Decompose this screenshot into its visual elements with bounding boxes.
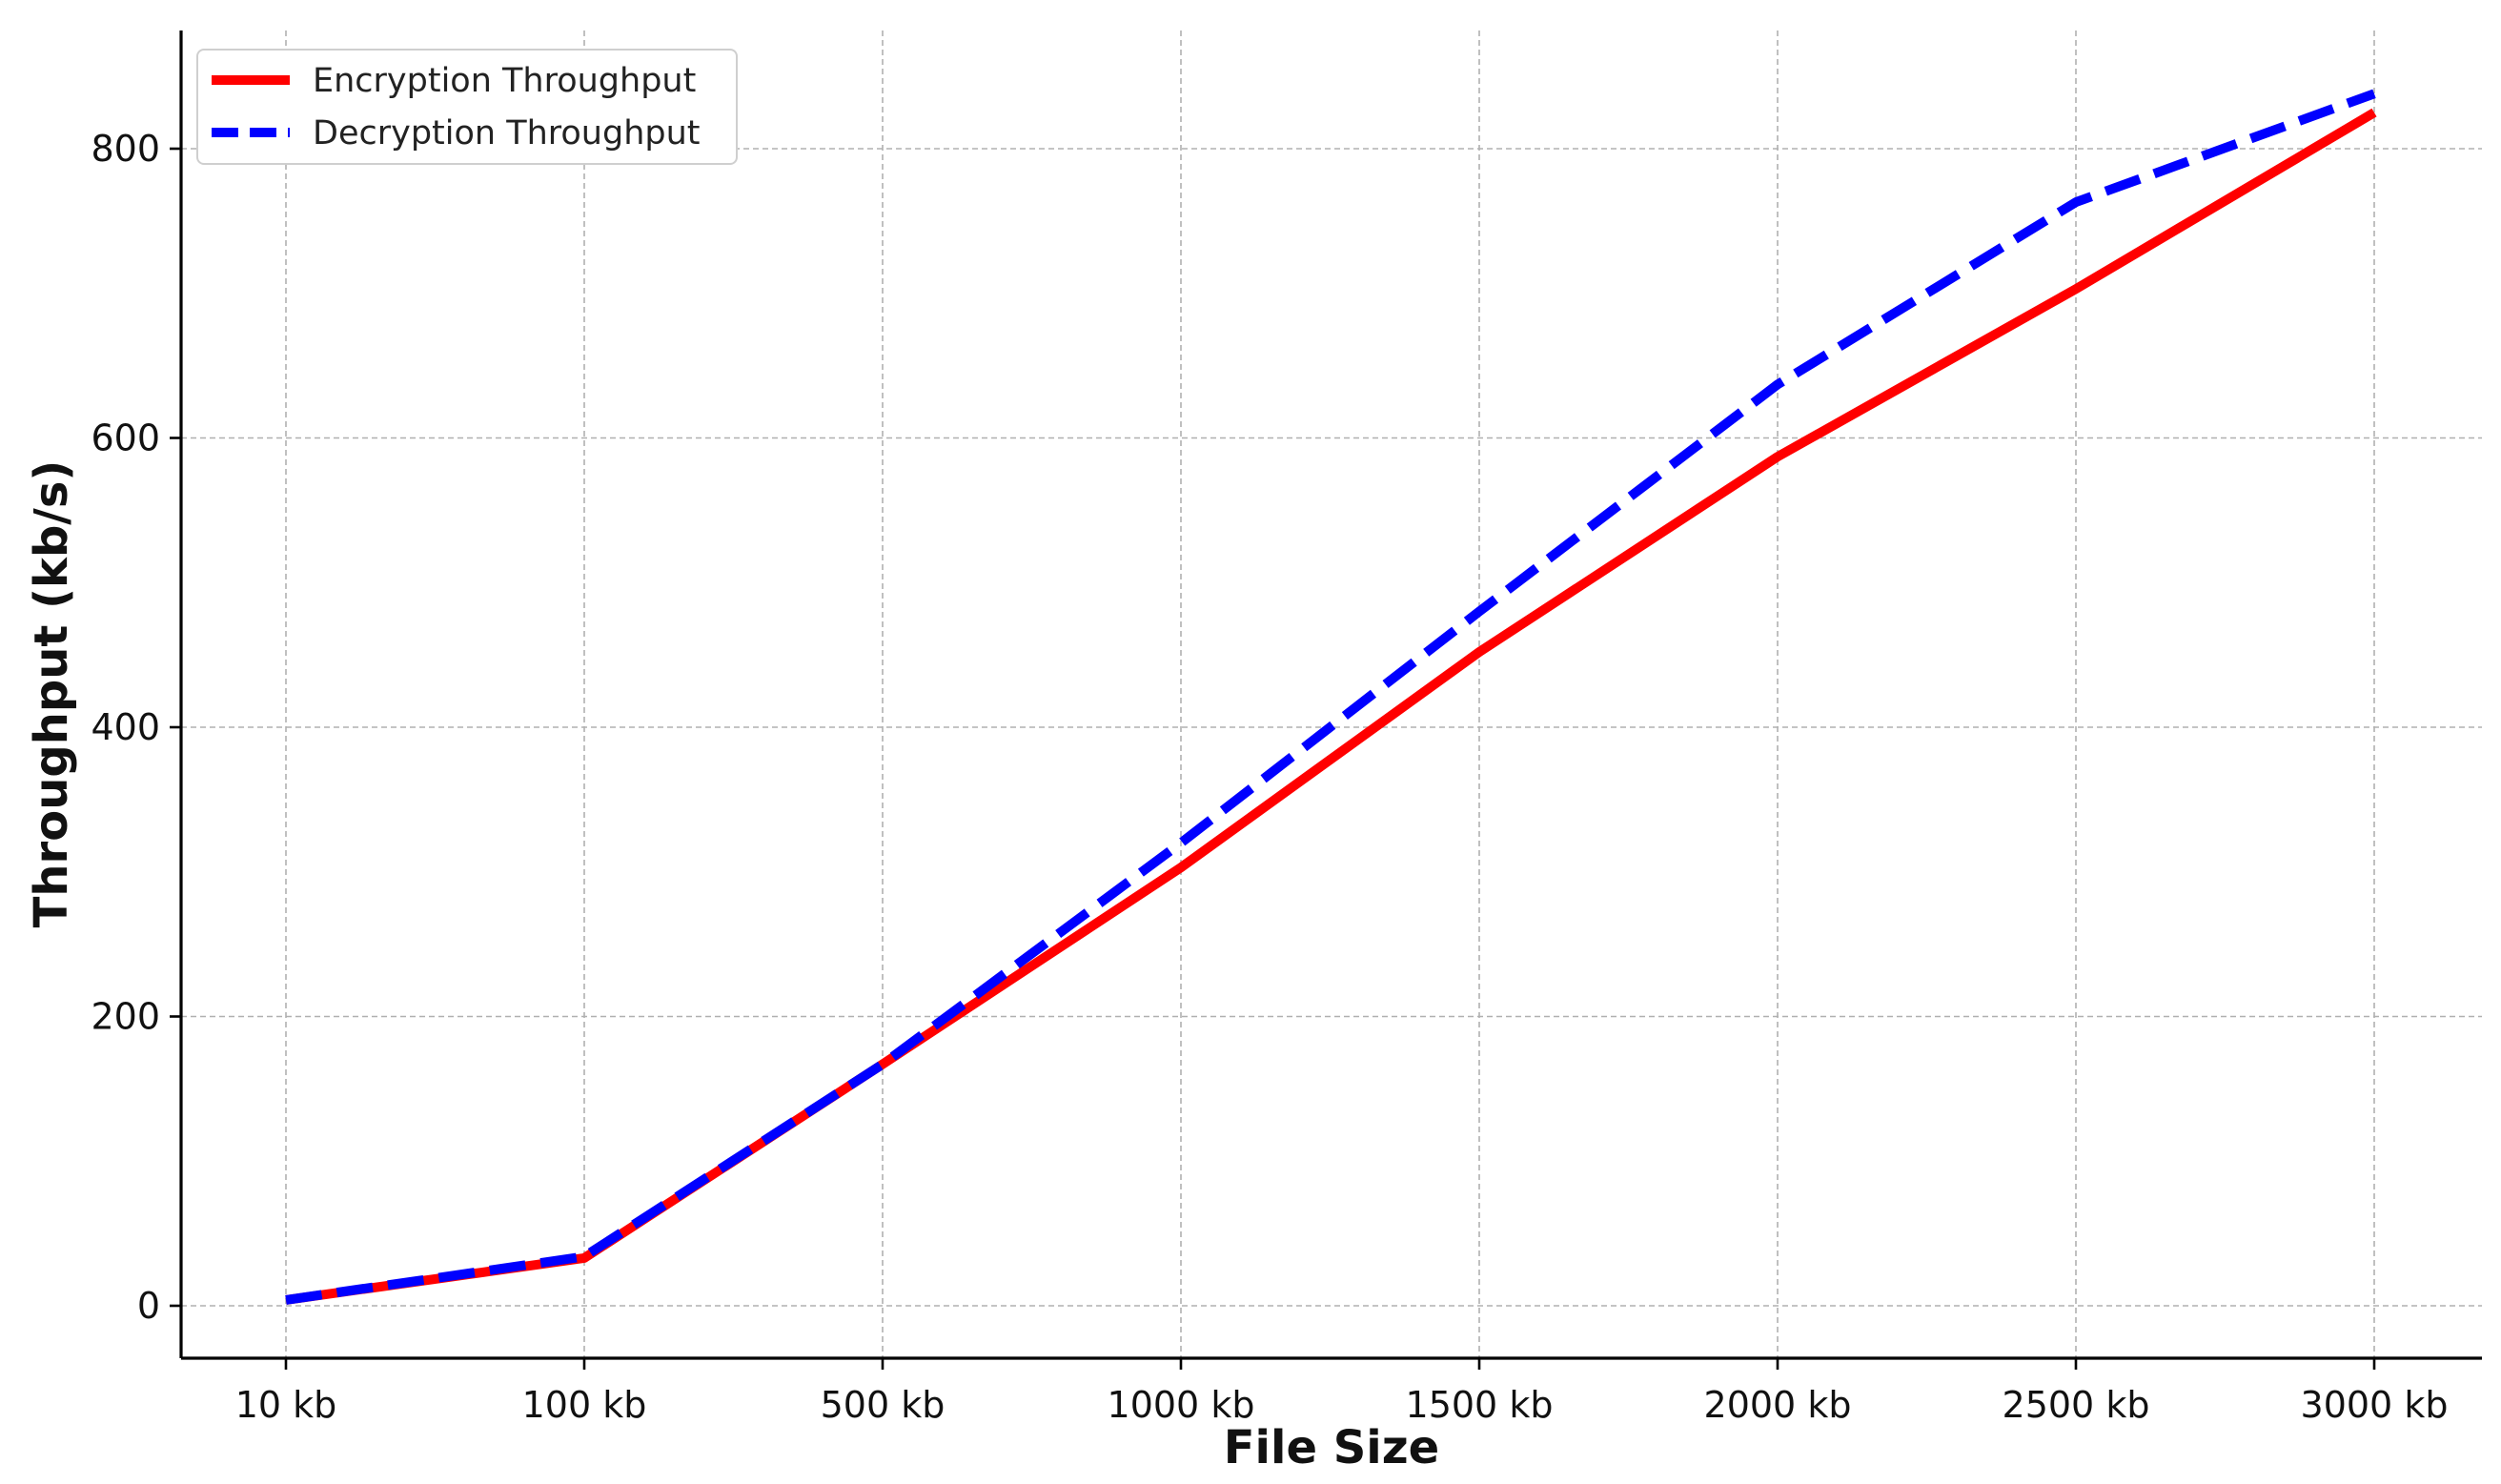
series-lines (285, 89, 2377, 1305)
y-tick-label: 600 (91, 417, 160, 459)
x-tick-label: 100 kb (522, 1384, 647, 1426)
x-tick-label: 2000 kb (1704, 1384, 1852, 1426)
x-tick-label: 1500 kb (1406, 1384, 1554, 1426)
series-line-encryption-throughput (285, 108, 2377, 1305)
legend-label: Encryption Throughput (313, 62, 696, 100)
axes (179, 30, 2482, 1360)
y-tick-label: 0 (137, 1285, 160, 1327)
x-tick-label: 1000 kb (1108, 1384, 1255, 1426)
legend: Encryption Throughput Decryption Throughp… (196, 49, 738, 165)
grid (181, 30, 2482, 1358)
series-line-decryption-throughput (285, 89, 2376, 1305)
x-tick-label: 3000 kb (2301, 1384, 2449, 1426)
legend-label: Decryption Throughput (313, 114, 701, 152)
legend-box (196, 49, 738, 165)
x-axis-title: File Size (1224, 1421, 1439, 1474)
y-tick-label: 200 (91, 996, 160, 1038)
x-tick-label: 10 kb (235, 1384, 337, 1426)
y-tick-label: 800 (91, 128, 160, 170)
y-axis-title: Throughput (kb/s) (25, 460, 78, 928)
y-tick-label: 400 (91, 706, 160, 748)
ticks: 10 kb 100 kb 500 kb 1000 kb 1500 kb 2000 kb 25… (91, 128, 2448, 1426)
x-tick-label: 500 kb (821, 1384, 946, 1426)
x-tick-label: 2500 kb (2003, 1384, 2150, 1426)
